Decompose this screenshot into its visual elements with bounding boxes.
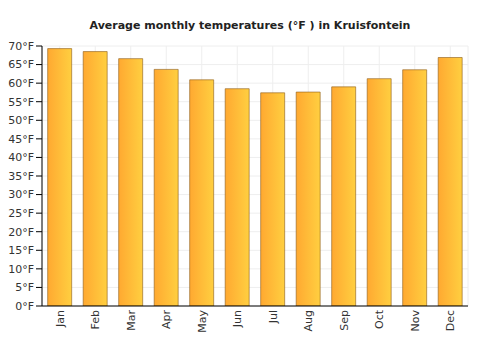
- html-text:Average monthly temperatures (: Average monthly temperatures (°F ) in Kr…: [89, 19, 411, 32]
- svg-text:20°F: 20°F: [8, 226, 34, 239]
- svg-text:0°F: 0°F: [15, 300, 34, 313]
- svg-text:Oct: Oct: [373, 309, 386, 329]
- svg-text:Feb: Feb: [89, 310, 102, 329]
- svg-text:70°F: 70°F: [8, 40, 34, 53]
- svg-text:Sep: Sep: [338, 310, 351, 331]
- svg-text:60°F: 60°F: [8, 77, 34, 90]
- svg-text:50°F: 50°F: [8, 114, 34, 127]
- svg-text:May: May: [196, 310, 209, 333]
- svg-text:Aug: Aug: [302, 310, 315, 331]
- svg-text:Apr: Apr: [160, 310, 173, 330]
- svg-text:5°F: 5°F: [15, 281, 34, 294]
- svg-text:30°F: 30°F: [8, 188, 34, 201]
- svg-text:Jun: Jun: [231, 310, 244, 328]
- svg-text:Dec: Dec: [444, 310, 457, 331]
- svg-text:Nov: Nov: [409, 310, 422, 332]
- svg-text:65°F: 65°F: [8, 58, 34, 71]
- svg-text:40°F: 40°F: [8, 151, 34, 164]
- svg-text:25°F: 25°F: [8, 207, 34, 220]
- svg-text:15°F: 15°F: [8, 244, 34, 257]
- svg-text:Mar: Mar: [125, 310, 138, 331]
- svg-text:35°F: 35°F: [8, 170, 34, 183]
- svg-text:Jul: Jul: [267, 310, 280, 324]
- svg-text:45°F: 45°F: [8, 133, 34, 146]
- svg-text:10°F: 10°F: [8, 263, 34, 276]
- svg-text:55°F: 55°F: [8, 96, 34, 109]
- svg-text:Jan: Jan: [54, 310, 67, 328]
